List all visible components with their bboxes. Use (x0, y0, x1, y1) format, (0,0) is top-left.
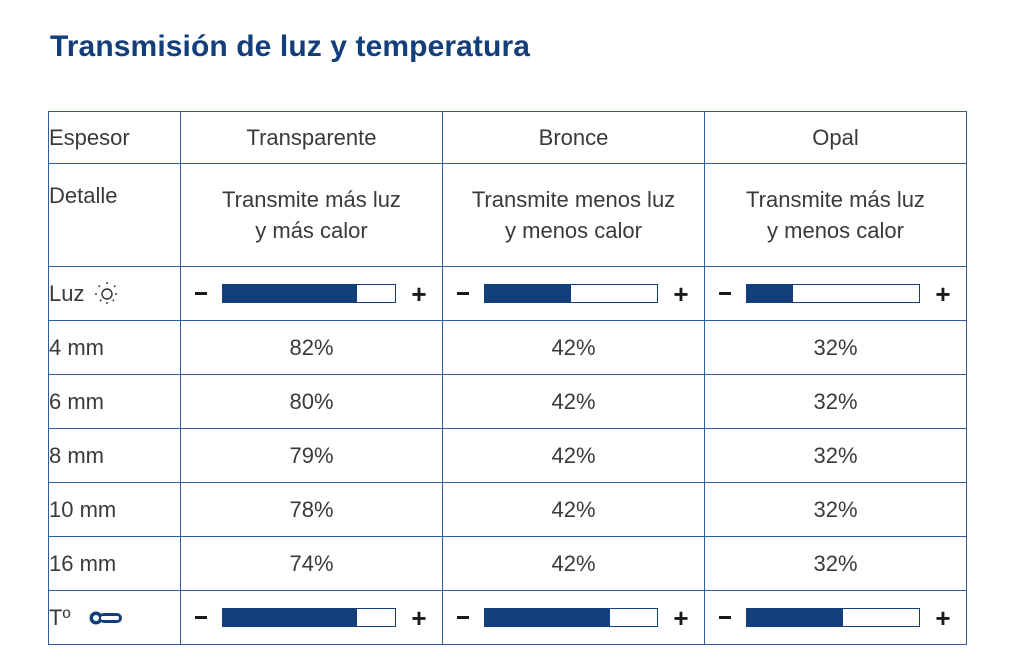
detail-bronce: Transmite menos luz y menos calor (442, 163, 705, 267)
value-cell: 32% (704, 374, 967, 429)
temp-scale-transparente: + (180, 590, 443, 645)
detail-line: Transmite más luz (746, 187, 925, 212)
detail-line: y más calor (255, 218, 368, 243)
detail-opal: Transmite más luz y menos calor (704, 163, 967, 267)
luz-scale-bronce: + (442, 266, 705, 321)
value-cell: 32% (704, 320, 967, 375)
detail-transparente: Transmite más luz y más calor (180, 163, 443, 267)
luz-label: Luz (49, 280, 85, 306)
luz-label-cell: Luz (48, 266, 181, 321)
minus-sign (719, 292, 731, 295)
luz-bar-fill (746, 285, 793, 302)
plus-sign: + (673, 278, 689, 309)
temp-bar (221, 608, 396, 627)
header-row: Espesor Transparente Bronce Opal (48, 111, 967, 164)
table-row: 4 mm 82% 42% 32% (48, 320, 967, 375)
luz-bar-fill (484, 285, 571, 302)
temperature-row: Tº + + + (48, 590, 967, 645)
temp-label: Tº (49, 604, 71, 630)
value-cell: 32% (704, 428, 967, 483)
table-row: 16 mm 74% 42% 32% (48, 536, 967, 591)
thickness-label: 4 mm (48, 320, 181, 375)
column-header-bronce: Bronce (442, 111, 705, 164)
column-header-opal: Opal (704, 111, 967, 164)
espesor-label: Espesor (48, 111, 181, 164)
column-header-transparente: Transparente (180, 111, 443, 164)
temp-bar (745, 608, 920, 627)
temp-bar-fill (746, 609, 843, 626)
thickness-label: 8 mm (48, 428, 181, 483)
plus-sign: + (673, 602, 689, 633)
thickness-label: 16 mm (48, 536, 181, 591)
luz-bar (221, 284, 396, 303)
temp-scale-opal: + (704, 590, 967, 645)
value-cell: 32% (704, 536, 967, 591)
luz-bar-fill (222, 285, 357, 302)
minus-sign (719, 616, 731, 619)
detalle-label: Detalle (48, 163, 181, 267)
table-row: 10 mm 78% 42% 32% (48, 482, 967, 537)
detail-line: Transmite más luz (222, 187, 401, 212)
value-cell: 42% (442, 320, 705, 375)
minus-sign (457, 292, 469, 295)
table-row: 8 mm 79% 42% 32% (48, 428, 967, 483)
luz-scale-opal: + (704, 266, 967, 321)
minus-sign (195, 616, 207, 619)
value-cell: 79% (180, 428, 443, 483)
value-cell: 82% (180, 320, 443, 375)
value-cell: 32% (704, 482, 967, 537)
thickness-label: 10 mm (48, 482, 181, 537)
thermometer-icon (89, 611, 123, 624)
plus-sign: + (411, 278, 427, 309)
value-cell: 42% (442, 428, 705, 483)
value-cell: 80% (180, 374, 443, 429)
value-cell: 42% (442, 374, 705, 429)
temp-bar (483, 608, 658, 627)
value-cell: 74% (180, 536, 443, 591)
temp-bar-fill (222, 609, 357, 626)
page-title: Transmisión de luz y temperatura (50, 30, 531, 63)
temp-scale-bronce: + (442, 590, 705, 645)
temp-label-cell: Tº (48, 590, 181, 645)
sun-icon (95, 281, 120, 306)
table-row: 6 mm 80% 42% 32% (48, 374, 967, 429)
thickness-label: 6 mm (48, 374, 181, 429)
value-cell: 78% (180, 482, 443, 537)
temp-bar-fill (484, 609, 611, 626)
plus-sign: + (935, 278, 951, 309)
luz-bar (483, 284, 658, 303)
transmission-table: Espesor Transparente Bronce Opal Detalle… (48, 111, 967, 645)
plus-sign: + (411, 602, 427, 633)
luz-bar (745, 284, 920, 303)
detail-row: Detalle Transmite más luz y más calor Tr… (48, 163, 967, 267)
value-cell: 42% (442, 482, 705, 537)
luz-row: Luz (48, 266, 967, 321)
minus-sign (457, 616, 469, 619)
luz-scale-transparente: + (180, 266, 443, 321)
minus-sign (195, 292, 207, 295)
detail-line: Transmite menos luz (471, 187, 676, 212)
plus-sign: + (935, 602, 951, 633)
value-cell: 42% (442, 536, 705, 591)
detail-line: y menos calor (767, 218, 904, 243)
detail-line: y menos calor (505, 218, 642, 243)
